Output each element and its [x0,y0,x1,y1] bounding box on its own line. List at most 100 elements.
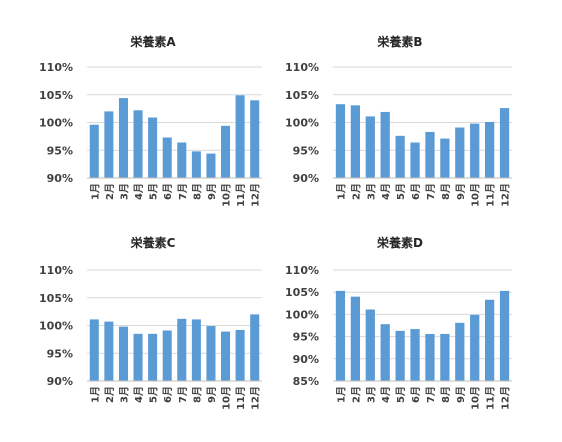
bar-7月 [177,142,187,178]
bar-8月 [191,151,201,178]
x-tick-label: 9月 [455,183,467,200]
chart-title: 栄養素D [376,235,423,250]
x-tick-label: 2月 [104,183,116,200]
y-tick-label: 105% [39,292,73,305]
bar-2月 [350,105,360,178]
x-tick-label: 6月 [162,386,174,403]
x-tick-label: 4月 [133,386,145,403]
bar-1月 [89,124,99,178]
x-tick-label: 5月 [395,183,407,200]
x-tick-label: 10月 [470,386,482,410]
y-tick-label: 95% [47,347,73,360]
x-tick-label: 4月 [380,183,392,200]
x-tick-label: 1月 [89,183,101,200]
x-tick-label: 3月 [118,386,130,403]
y-tick-label: 95% [293,144,319,157]
bar-11月 [485,299,495,381]
x-tick-label: 9月 [455,386,467,403]
x-tick-label: 7月 [177,183,189,200]
y-tick-label: 100% [39,320,73,333]
y-tick-label: 100% [285,308,319,321]
bar-10月 [221,331,231,381]
y-tick-label: 95% [47,144,73,157]
x-tick-label: 11月 [485,386,497,410]
y-tick-label: 90% [47,375,73,388]
x-tick-label: 7月 [425,183,437,200]
bar-12月 [250,100,260,178]
x-tick-label: 8月 [191,386,203,403]
x-tick-label: 11月 [485,183,497,207]
x-tick-label: 5月 [148,183,160,200]
x-tick-label: 3月 [365,183,377,200]
bar-10月 [470,123,480,178]
bar-7月 [425,131,435,178]
y-tick-label: 85% [293,375,319,388]
x-tick-label: 1月 [335,183,347,200]
x-tick-label: 12月 [500,386,512,410]
bar-1月 [335,290,346,381]
bar-6月 [410,329,420,381]
bar-11月 [485,121,495,178]
x-tick-label: 6月 [162,183,174,200]
x-tick-label: 2月 [104,386,116,403]
x-tick-label: 10月 [470,183,482,207]
bar-7月 [425,333,435,381]
x-tick-label: 4月 [380,386,392,403]
bar-5月 [395,135,405,178]
x-tick-label: 8月 [440,183,452,200]
y-tick-label: 110% [39,264,73,277]
bar-1月 [335,104,346,178]
bar-12月 [250,314,260,381]
bar-5月 [148,117,158,178]
y-tick-label: 110% [285,264,319,277]
y-tick-label: 105% [285,89,319,102]
x-tick-label: 11月 [235,386,247,410]
x-tick-label: 5月 [148,386,160,403]
x-tick-label: 4月 [133,183,145,200]
bar-9月 [455,127,465,178]
bar-2月 [104,111,114,178]
bar-1月 [89,319,99,381]
bar-4月 [133,110,143,178]
y-tick-label: 105% [39,89,73,102]
y-tick-label: 105% [285,286,319,299]
chart-panel-2: 栄養素B 90% 95% 100% 105% 110% 1月 2月 3月 4月 5月 6月 7月 8月 9月… [285,34,512,207]
bar-8月 [440,333,450,381]
chart-title: 栄養素A [129,34,176,49]
bar-3月 [365,116,375,178]
x-tick-label: 2月 [350,386,362,403]
x-tick-label: 6月 [410,183,422,200]
bar-8月 [440,138,450,178]
x-tick-label: 8月 [191,183,203,200]
y-tick-label: 95% [293,331,319,344]
x-tick-label: 5月 [395,386,407,403]
bar-4月 [133,333,143,381]
bar-2月 [104,321,114,381]
y-tick-label: 90% [293,172,319,185]
x-tick-label: 7月 [177,386,189,403]
bar-8月 [191,319,201,381]
x-tick-label: 3月 [118,183,130,200]
y-tick-label: 100% [285,117,319,130]
x-tick-label: 3月 [365,386,377,403]
bar-10月 [221,125,231,178]
x-tick-label: 12月 [500,183,512,207]
x-tick-label: 8月 [440,386,452,403]
y-tick-label: 90% [293,353,319,366]
chart-panel-4: 栄養素D 85% 90% 95% 100% 105% 110% 1月 2月 3月 4月 5月 6月 7月 8… [285,235,512,410]
bar-12月 [499,108,510,178]
x-tick-label: 2月 [350,183,362,200]
y-tick-label: 100% [39,117,73,130]
bar-5月 [395,330,405,381]
bar-11月 [235,95,245,178]
y-tick-label: 110% [39,61,73,74]
bar-6月 [410,142,420,178]
x-tick-label: 12月 [250,386,262,410]
y-tick-label: 90% [47,172,73,185]
x-tick-label: 6月 [410,386,422,403]
chart-title: 栄養素C [130,235,176,250]
bar-9月 [206,153,216,178]
x-tick-label: 10月 [221,183,233,207]
